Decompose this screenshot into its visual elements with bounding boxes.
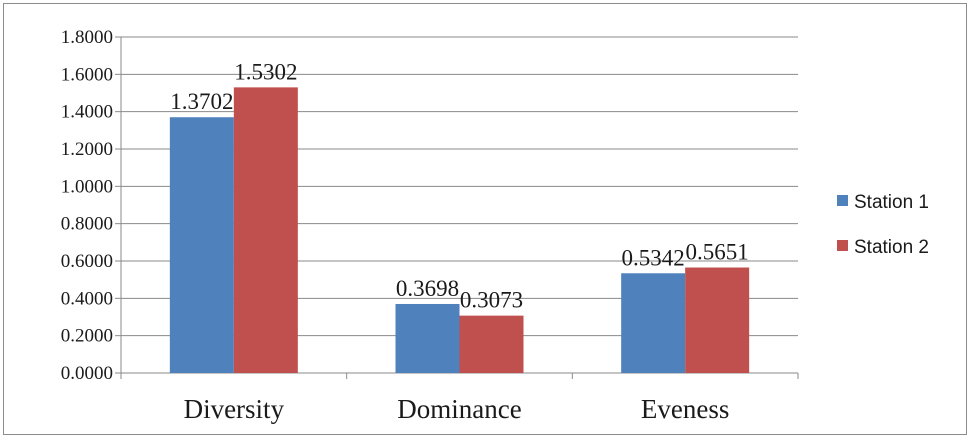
legend-label: Station 1 [854,192,929,213]
category-label: Eveness [641,394,729,424]
data-label: 1.5302 [234,59,297,84]
y-tick-label: 1.8000 [61,27,113,48]
data-label: 0.5651 [686,240,749,265]
y-tick-label: 0.2000 [61,326,113,347]
data-label: 0.3073 [460,288,523,313]
y-tick-label: 0.6000 [61,251,113,272]
bar-station-2 [233,87,298,373]
bar-station-1 [169,117,234,373]
y-tick-label: 1.2000 [61,139,113,160]
bar-station-1 [621,273,686,373]
data-label: 0.5342 [622,245,685,270]
y-tick-label: 1.0000 [61,176,113,197]
bar-station-2 [685,267,750,373]
y-tick-label: 0.4000 [61,288,113,309]
data-label: 1.3702 [170,89,233,114]
y-tick-label: 0.8000 [61,214,113,235]
category-label: Dominance [397,394,521,424]
category-label: Diversity [184,394,285,424]
y-tick-label: 1.4000 [61,102,113,123]
legend-swatch [837,195,848,206]
y-tick-label: 0.0000 [61,363,113,384]
y-tick-label: 1.6000 [61,64,113,85]
data-label: 0.3698 [396,276,459,301]
legend-label: Station 2 [854,237,929,258]
bar-station-1 [395,303,460,373]
bar-station-2 [459,315,524,373]
legend-swatch [837,240,848,251]
